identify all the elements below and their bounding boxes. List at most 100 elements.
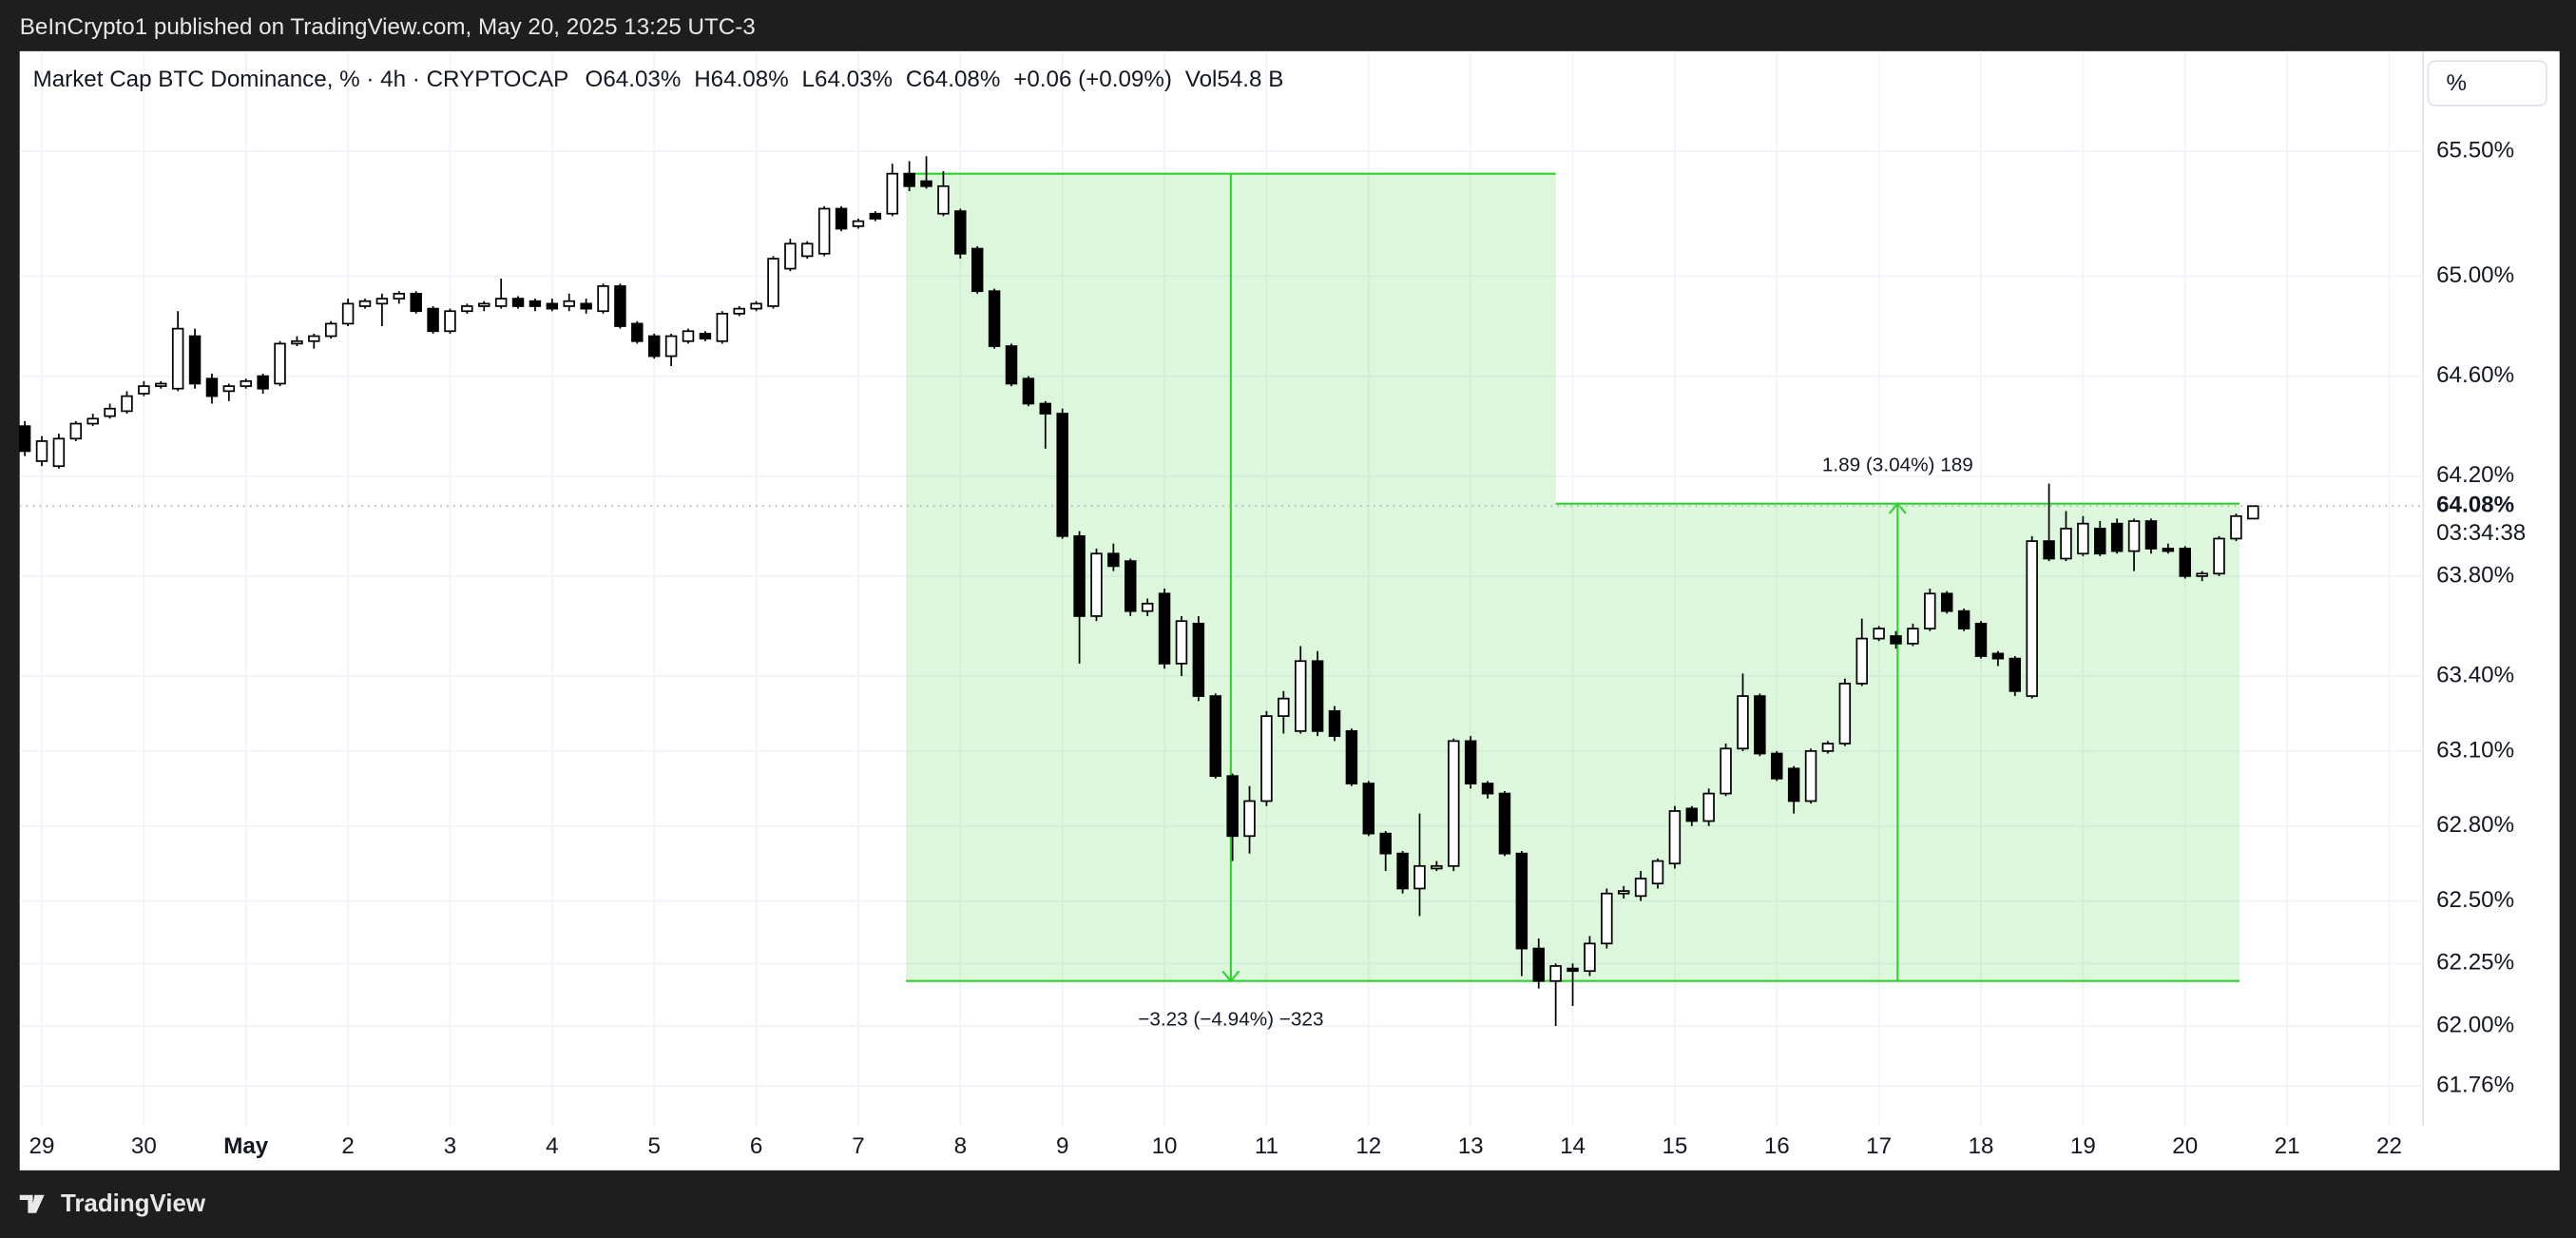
- y-tick-label: 63.10%: [2436, 737, 2514, 763]
- candle-body: [2230, 514, 2242, 540]
- candle-body: [1567, 967, 1579, 973]
- candle-body: [1464, 740, 1477, 784]
- legend-value: L64.03%: [802, 67, 894, 92]
- candle-body: [393, 292, 406, 300]
- candle-body: [920, 180, 932, 187]
- candle-body: [767, 258, 779, 307]
- candle-body: [1022, 377, 1035, 405]
- candle-body: [138, 385, 150, 395]
- legend-value: O64.03%: [586, 67, 682, 92]
- candle-body: [478, 302, 490, 307]
- legend: Market Cap BTC Dominance, % · 4h · CRYPT…: [33, 67, 1284, 92]
- x-tick-label: 22: [2376, 1133, 2402, 1159]
- candle-body: [1924, 592, 1936, 629]
- candle-body: [1957, 609, 1970, 629]
- x-tick-label: 5: [647, 1133, 660, 1159]
- candle-body: [2026, 540, 2038, 697]
- candle-body: [1702, 792, 1715, 822]
- candle-body: [1754, 695, 1766, 755]
- candle-body: [427, 307, 439, 333]
- x-tick-label: 10: [1152, 1133, 1178, 1159]
- y-tick-label: 64.20%: [2436, 462, 2514, 488]
- measure-label: −3.23 (−4.94%) −323: [1138, 1009, 1323, 1031]
- candle-body: [324, 322, 337, 338]
- candle-body: [1974, 622, 1988, 657]
- candle-body: [835, 207, 848, 230]
- candle-body: [647, 335, 661, 358]
- candle-body: [308, 335, 320, 342]
- x-tick-label: 2: [341, 1133, 354, 1159]
- x-tick-label: 20: [2172, 1133, 2198, 1159]
- candle-body: [903, 172, 915, 187]
- chart-panel: [19, 50, 2560, 1170]
- y-tick-label: 62.50%: [2436, 887, 2514, 913]
- x-tick-label: 11: [1255, 1133, 1278, 1159]
- candle-body: [1226, 775, 1239, 838]
- candle-body: [886, 172, 898, 215]
- candle-body: [291, 339, 303, 345]
- axes: 61.76% 62.00% 62.25% 62.50% 62.80% 63.10% 63.4…: [29, 137, 2527, 1159]
- x-tick-label: 19: [2070, 1133, 2096, 1159]
- candle-body: [1294, 660, 1307, 732]
- candle-body: [817, 207, 831, 255]
- candle-body: [631, 322, 644, 342]
- candle-body: [1685, 807, 1699, 822]
- candle-body: [2077, 522, 2089, 555]
- y-tick-label: 62.00%: [2436, 1012, 2514, 1037]
- candle-body: [1601, 892, 1613, 945]
- candle-body: [1396, 852, 1409, 890]
- candle-body: [580, 302, 592, 310]
- y-tick-label: 65.00%: [2436, 262, 2514, 288]
- candle-body: [988, 290, 1001, 347]
- candle-body: [410, 292, 422, 313]
- candle-body: [529, 300, 542, 307]
- source-line: BeInCrypto1 published on TradingView.com…: [20, 14, 756, 40]
- candle-body: [1192, 622, 1205, 697]
- candle-body: [733, 307, 745, 315]
- candle-body: [1584, 942, 1596, 973]
- legend-value: H64.08%: [694, 67, 789, 92]
- candle-body: [2144, 520, 2158, 550]
- y-tick-label: 64.60%: [2436, 362, 2514, 388]
- y-tick-label: 62.25%: [2436, 950, 2514, 976]
- candle-body: [1617, 890, 1630, 895]
- y-tick-label: 61.76%: [2436, 1073, 2514, 1098]
- candle-body: [121, 395, 133, 413]
- scale-button-label[interactable]: %: [2446, 70, 2467, 96]
- candle-body: [1328, 709, 1341, 737]
- x-tick-label: 7: [852, 1133, 864, 1159]
- candle-body: [1532, 947, 1545, 982]
- candle-body: [1243, 800, 1256, 838]
- candle-body: [1515, 852, 1528, 950]
- candle-body: [1056, 413, 1068, 537]
- candle-body: [1090, 552, 1103, 617]
- measure-arrowhead: [1221, 970, 1240, 983]
- measure-arrowhead: [1888, 502, 1907, 514]
- x-tick-label: 29: [29, 1133, 55, 1159]
- x-tick-label: 6: [750, 1133, 762, 1159]
- x-tick-label: 21: [2275, 1133, 2300, 1159]
- candle-body: [1125, 560, 1137, 612]
- x-tick-label: 30: [131, 1133, 157, 1159]
- candle-body: [1787, 767, 1800, 803]
- candle-body: [375, 298, 389, 305]
- candle-body: [1379, 832, 1392, 855]
- candle-body: [1413, 864, 1426, 890]
- candle-body: [18, 425, 31, 453]
- x-tick-label: 3: [444, 1133, 456, 1159]
- candle-body: [1838, 683, 1852, 745]
- candle-body: [1720, 747, 1732, 795]
- x-tick-label: 4: [546, 1133, 558, 1159]
- candle-body: [1907, 628, 1919, 645]
- scale-button[interactable]: [2427, 60, 2547, 106]
- x-tick-label: May: [223, 1133, 269, 1159]
- x-tick-label: 12: [1355, 1133, 1381, 1159]
- candle-body: [52, 437, 66, 468]
- x-tick-label: 13: [1458, 1133, 1484, 1159]
- candle-body: [699, 333, 712, 340]
- candle-body: [1209, 695, 1221, 778]
- candle-body: [1771, 752, 1783, 780]
- candle-body: [1634, 878, 1647, 898]
- candle-body: [1107, 552, 1120, 568]
- x-tick-label: 18: [1969, 1133, 1994, 1159]
